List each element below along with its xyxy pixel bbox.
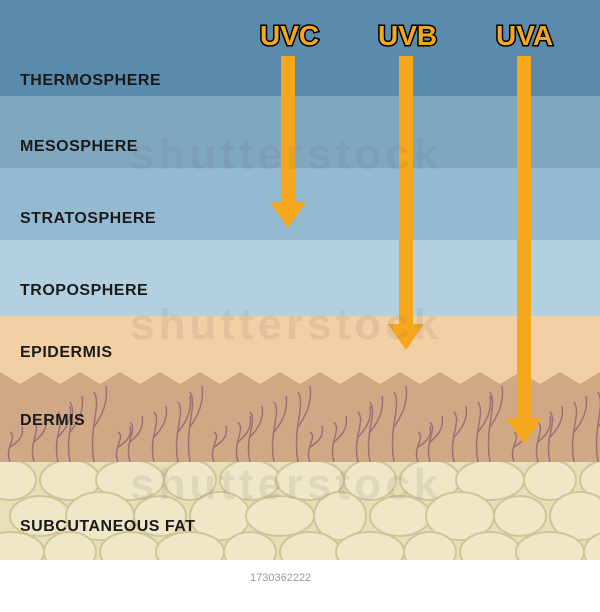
layer-troposphere bbox=[0, 240, 600, 316]
label-uva: UVA bbox=[496, 20, 553, 52]
label-thermosphere: THERMOSPHERE bbox=[20, 72, 161, 90]
arrow-head-uva bbox=[506, 418, 542, 444]
label-uvb: UVB bbox=[378, 20, 437, 52]
arrow-shaft-uvb bbox=[399, 56, 413, 324]
fat-texture-icon bbox=[0, 462, 600, 560]
label-troposphere: TROPOSPHERE bbox=[20, 282, 148, 300]
arrow-head-uvc bbox=[270, 202, 306, 228]
label-stratosphere: STRATOSPHERE bbox=[20, 210, 156, 228]
label-epidermis: EPIDERMIS bbox=[20, 344, 113, 362]
dermis-texture-icon bbox=[0, 370, 600, 462]
arrow-head-uvb bbox=[388, 324, 424, 350]
label-mesosphere: MESOSPHERE bbox=[20, 138, 138, 156]
arrow-shaft-uvc bbox=[281, 56, 295, 202]
image-id-text: 1730362222 bbox=[250, 572, 311, 584]
label-uvc: UVC bbox=[260, 20, 319, 52]
layer-mesosphere bbox=[0, 96, 600, 168]
layer-dermis bbox=[0, 370, 600, 462]
label-subfat: SUBCUTANEOUS FAT bbox=[20, 518, 195, 536]
diagram-canvas: THERMOSPHERE MESOSPHERE STRATOSPHERE TRO… bbox=[0, 0, 600, 612]
label-dermis: DERMIS bbox=[20, 412, 85, 430]
layer-subfat bbox=[0, 462, 600, 560]
arrow-shaft-uva bbox=[517, 56, 531, 418]
footer-whitebox bbox=[0, 560, 600, 612]
